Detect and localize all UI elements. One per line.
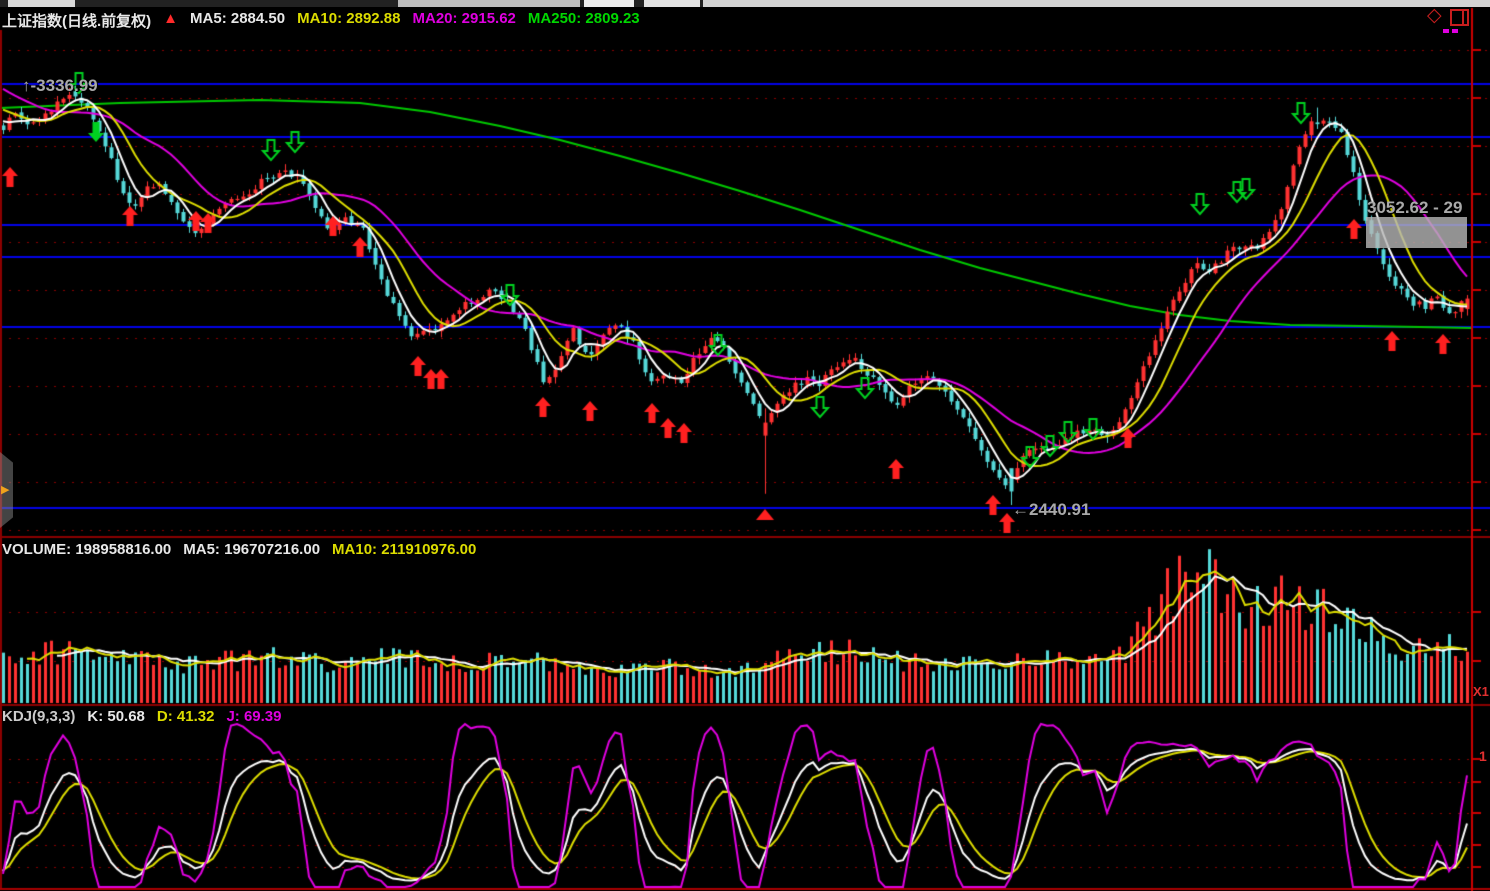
split-window-icon[interactable] — [1450, 9, 1469, 26]
volume-multiplier-label: X1 — [1473, 684, 1489, 699]
kdj-d-readout: D: 41.32 — [156, 708, 215, 725]
kdj-k-readout: K: 50.68 — [87, 708, 145, 725]
magenta-marker-dot — [1452, 29, 1458, 33]
volume-ma10-readout: MA10: 211910976.00 — [332, 541, 477, 558]
volume-readout: VOLUME: 198958816.00 — [2, 541, 172, 558]
top-strip-segment — [584, 0, 634, 7]
buy-signal-arrow-icon: ▲ — [163, 10, 179, 27]
volume-ma5-readout: MA5: 196707216.00 — [183, 541, 321, 558]
split-window-divider — [1462, 11, 1464, 24]
low-price-annotation: ←2440.91 — [1012, 500, 1091, 519]
range-readout-annotation: 3052.62 - 29 — [1367, 198, 1463, 217]
expand-arrow-icon: ▶ — [1, 484, 10, 496]
volume-header: VOLUME: 198958816.00 MA5: 196707216.00 M… — [2, 541, 476, 558]
kdj-label: KDJ(9,3,3) — [2, 708, 76, 725]
selection-box[interactable] — [1366, 217, 1467, 248]
instrument-title: 上证指数(日线.前复权) — [2, 13, 152, 30]
ma20-readout: MA20: 2915.62 — [412, 10, 516, 27]
ma250-readout: MA250: 2809.23 — [527, 10, 640, 27]
top-strip-segment — [703, 0, 1490, 7]
top-strip-segment — [398, 0, 580, 7]
main-chart-header: 上证指数(日线.前复权) ▲ MA5: 2884.50 MA10: 2892.8… — [2, 10, 640, 31]
kdj-j-readout: J: 69.39 — [226, 708, 282, 725]
top-strip-segment — [8, 0, 75, 7]
high-price-annotation: ↑-3336.99 — [22, 76, 98, 95]
ma10-readout: MA10: 2892.88 — [297, 10, 401, 27]
magenta-marker-dot — [1443, 29, 1449, 33]
diamond-tool-icon[interactable]: ◇ — [1427, 5, 1442, 26]
ma5-readout: MA5: 2884.50 — [190, 10, 286, 27]
side-panel-toggle[interactable]: ▶ — [0, 452, 13, 528]
top-strip-segment — [644, 0, 700, 7]
kdj-header: KDJ(9,3,3) K: 50.68 D: 41.32 J: 69.39 — [2, 708, 282, 725]
kdj-scale-label: 1 — [1479, 748, 1487, 764]
top-window-strip — [0, 0, 1490, 7]
